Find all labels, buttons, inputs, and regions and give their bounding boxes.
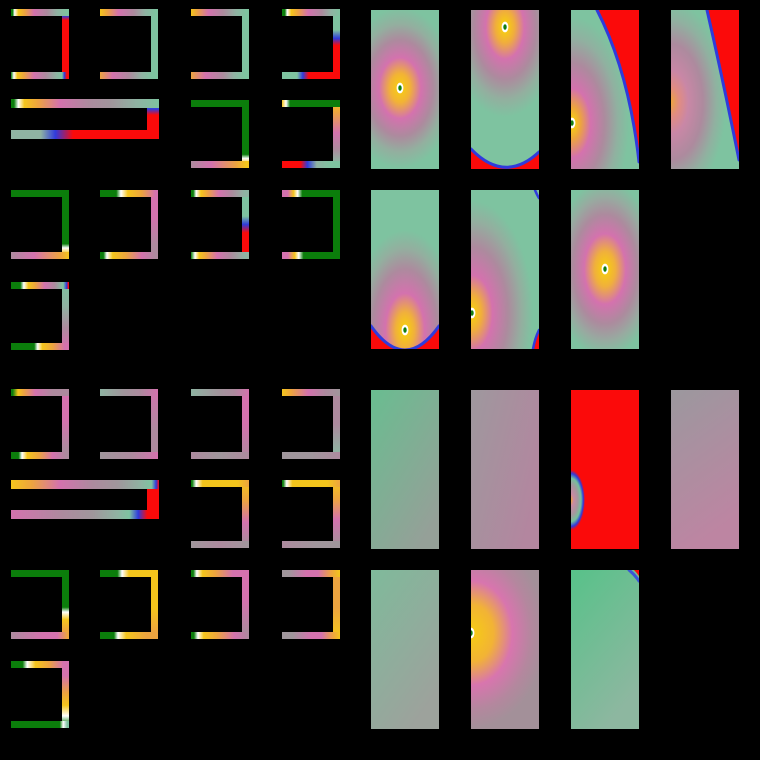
bracket-r3-c1 (11, 190, 69, 259)
bracket-r8-c1 (11, 661, 69, 728)
field-r1-c1 (371, 10, 439, 169)
field-r4-c2 (471, 570, 539, 729)
field-r3-c2 (471, 390, 539, 549)
bracket-r5-c4 (282, 389, 340, 459)
field-r2-c1 (371, 190, 439, 349)
bracket-r3-c3 (191, 190, 249, 259)
bracket-r5-c2 (100, 389, 158, 459)
bracket-r5-c3 (191, 389, 249, 459)
bracket-r6-c3 (191, 480, 249, 548)
field-r4-c3 (571, 570, 639, 729)
field-r4-c1 (371, 570, 439, 729)
field-r3-c1 (371, 390, 439, 549)
bracket-r1-c4 (282, 9, 340, 79)
bracket-r4-c1 (11, 282, 69, 350)
field-r1-c3 (571, 10, 639, 169)
bracket-r1-c1 (11, 9, 69, 79)
bracket-r3-c2 (100, 190, 158, 259)
field-r3-c4 (671, 390, 739, 549)
field-r3-c3 (571, 390, 639, 549)
bracket-r6-wide (11, 480, 159, 519)
bracket-r3-c4 (282, 190, 340, 259)
bracket-r7-c2 (100, 570, 158, 639)
field-r1-c4 (671, 10, 739, 169)
field-r2-c2 (471, 190, 539, 349)
bracket-r7-c4 (282, 570, 340, 639)
field-r2-c3 (571, 190, 639, 349)
bracket-r5-c1 (11, 389, 69, 459)
bracket-r7-c1 (11, 570, 69, 639)
bracket-r2-c4 (282, 100, 340, 168)
bracket-r2-c3 (191, 100, 249, 168)
bracket-r7-c3 (191, 570, 249, 639)
bracket-r6-c4 (282, 480, 340, 548)
field-r1-c2 (471, 10, 539, 169)
bracket-r2-wide (11, 99, 159, 139)
bracket-r1-c2 (100, 9, 158, 79)
bracket-r1-c3 (191, 9, 249, 79)
